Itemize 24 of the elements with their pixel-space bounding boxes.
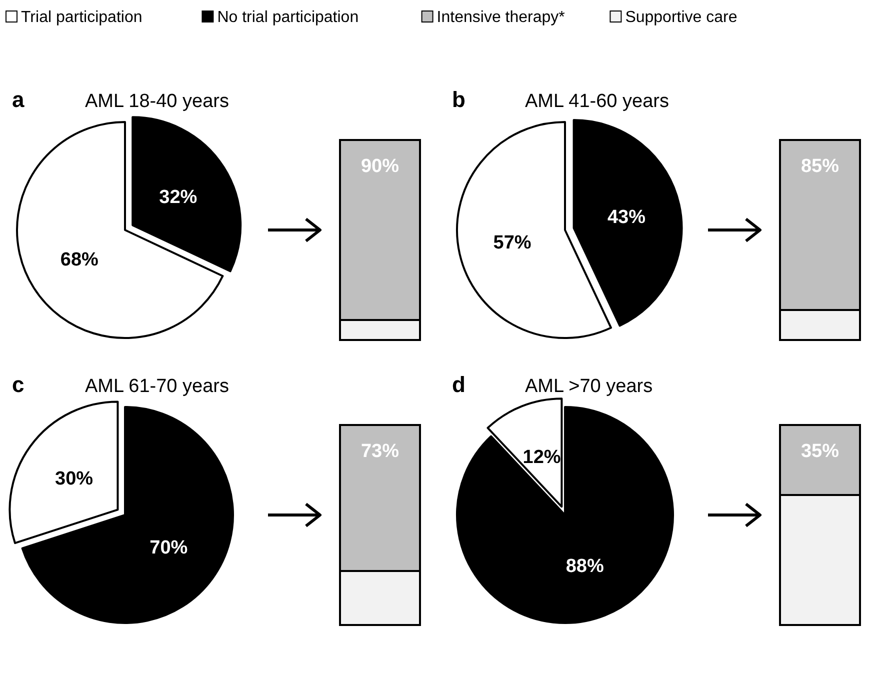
chart-title: AML 41-60 years [525,91,669,112]
legend-label: Trial participation [21,9,142,26]
data-label: 12% [522,447,561,468]
data-label: 73% [360,441,400,462]
legend-label: Supportive care [625,9,738,26]
text: d [452,372,466,397]
data-label: 35% [800,441,840,462]
data-label: 32% [159,186,198,208]
text: AML 18-40 years [85,91,229,112]
chart-title: AML >70 years [525,376,653,397]
data-label: 85% [800,156,840,177]
data-label: 90% [360,156,400,177]
data-label: 30% [55,468,94,490]
data-label: 68% [60,250,99,271]
data-label: 70% [150,537,188,558]
data-label: 57% [493,232,532,254]
data-label: 43% [607,206,646,228]
legend-label: No trial participation [217,9,359,26]
legend-label: Intensive therapy* [436,9,565,26]
text: b [452,87,466,112]
text: c [12,372,24,397]
data-label: 88% [566,556,604,577]
chart-title: AML 61-70 years [85,376,229,397]
text: a [12,87,25,112]
